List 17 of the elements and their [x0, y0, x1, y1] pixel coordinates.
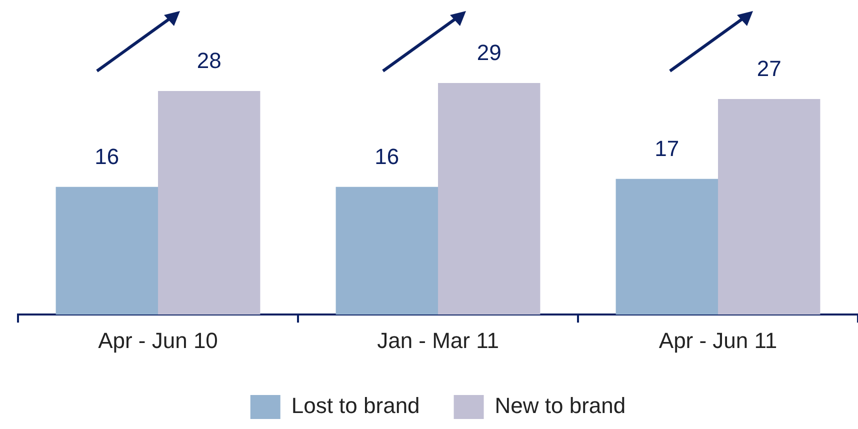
bar	[158, 90, 260, 315]
legend-label: New to brand	[494, 393, 626, 418]
bar	[718, 98, 820, 315]
x-tick-label: Apr - Jun 11	[658, 328, 778, 353]
legend-label: Lost to brand	[291, 393, 420, 418]
data-label: 28	[196, 48, 222, 74]
bar	[56, 186, 158, 315]
data-label: 16	[374, 144, 400, 169]
bar	[336, 186, 438, 315]
x-tick-label: Jan - Mar 11	[377, 328, 499, 353]
data-label: 27	[756, 56, 782, 82]
data-label: 16	[94, 144, 120, 169]
bar	[438, 82, 540, 315]
data-label: 17	[654, 136, 680, 161]
bar	[616, 178, 718, 315]
x-tick-label: Apr - Jun 10	[98, 328, 218, 353]
data-label: 29	[476, 40, 502, 66]
